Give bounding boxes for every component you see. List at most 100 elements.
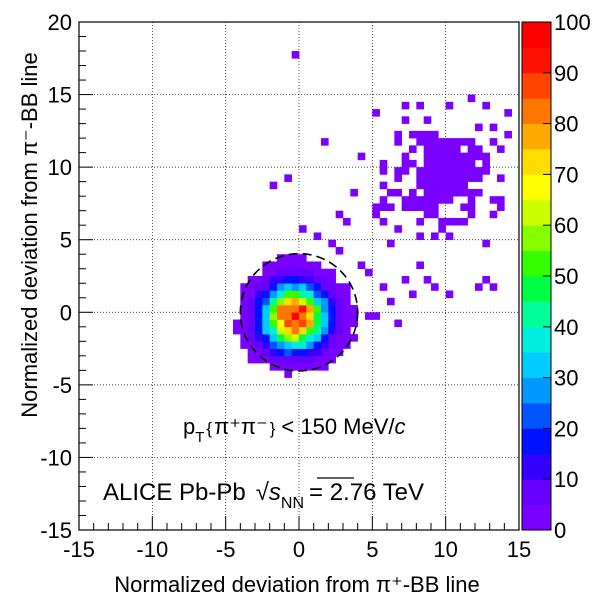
heatmap-bin <box>255 276 263 284</box>
heatmap-bin <box>409 203 417 211</box>
heatmap-bin <box>269 297 278 306</box>
heatmap-bin <box>313 348 322 357</box>
selection-cut: < 150 MeV/ <box>281 414 395 439</box>
heatmap-bin <box>379 181 388 190</box>
heatmap-bin <box>475 174 483 182</box>
heatmap-bin <box>328 341 336 349</box>
heatmap-bin <box>335 319 344 328</box>
heatmap-bin <box>431 152 439 161</box>
heatmap-bin <box>489 138 498 146</box>
heatmap-bin <box>299 254 307 262</box>
heatmap-bin <box>343 305 351 313</box>
heatmap-bin <box>489 210 498 219</box>
heatmap-bin <box>277 355 285 364</box>
heatmap-bin <box>291 261 300 270</box>
heatmap-bin <box>291 355 300 364</box>
heatmap-bin <box>255 334 263 342</box>
heatmap-bin <box>482 159 490 168</box>
heatmap-bin <box>299 268 307 277</box>
x-tick-label: 0 <box>293 537 305 562</box>
heatmap-bin <box>445 232 454 241</box>
heatmap-bin <box>291 334 300 342</box>
heatmap-bin <box>379 196 388 204</box>
heatmap-bin <box>438 174 446 182</box>
heatmap-bin <box>438 159 446 168</box>
heatmap-bin <box>438 145 446 153</box>
heatmap-bin <box>394 174 402 182</box>
heatmap-bin <box>460 167 468 175</box>
heatmap-bin <box>335 283 344 291</box>
heatmap-bin <box>438 152 446 161</box>
heatmap-bin <box>445 138 454 146</box>
color-scale-tick-label: 20 <box>554 416 578 441</box>
heatmap-bin <box>313 297 322 306</box>
heatmap-bin <box>321 283 329 291</box>
heatmap-bin <box>350 334 358 342</box>
heatmap-bin <box>394 138 402 146</box>
heatmap-bin <box>284 305 292 313</box>
heatmap-bin <box>247 312 256 320</box>
heatmap-bin <box>321 138 329 146</box>
heatmap-bin <box>299 348 307 357</box>
heatmap-bin <box>255 290 263 299</box>
heatmap-bin <box>269 341 278 349</box>
heatmap-bin <box>460 188 468 197</box>
y-tick-label: 20 <box>48 10 72 35</box>
heatmap-bin <box>247 355 256 364</box>
heatmap-bin <box>284 319 292 328</box>
heatmap-bin <box>387 203 395 211</box>
heatmap-bin <box>445 167 454 175</box>
color-scale-segment <box>522 352 551 378</box>
energy-value: = 2.76 TeV <box>309 479 424 506</box>
heatmap-bin <box>269 326 278 335</box>
x-axis-label: Normalized deviation from π⁺-BB line <box>114 572 479 597</box>
heatmap-bin <box>299 305 307 313</box>
heatmap-bin <box>489 283 498 291</box>
heatmap-bin <box>306 305 314 313</box>
heatmap-bin <box>240 334 248 342</box>
heatmap-bin <box>284 254 292 262</box>
heatmap-bin <box>453 145 461 153</box>
heatmap-bin <box>401 196 410 204</box>
color-scale-segment <box>522 174 551 201</box>
heatmap-bin <box>453 188 461 197</box>
heatmap-bin <box>247 276 256 284</box>
heatmap-bin <box>291 254 300 262</box>
heatmap-bin <box>372 210 380 219</box>
heatmap-bin <box>262 348 270 357</box>
heatmap-bin <box>453 174 461 182</box>
color-scale-segment <box>522 72 551 99</box>
heatmap-bin <box>269 261 278 270</box>
heatmap-bin <box>475 167 483 175</box>
heatmap-bin <box>262 268 270 277</box>
heatmap-bin <box>445 217 454 226</box>
heatmap-bin <box>277 297 285 306</box>
heatmap-bin <box>335 341 344 349</box>
heatmap-bin <box>431 174 439 182</box>
heatmap-bin <box>233 319 241 328</box>
heatmap-bin <box>306 268 314 277</box>
heatmap-bin <box>438 225 446 233</box>
heatmap-bin <box>387 188 395 197</box>
heatmap-bin <box>277 341 285 349</box>
heatmap-bin <box>335 326 344 335</box>
heatmap-bin <box>365 268 373 277</box>
heatmap-bin <box>269 312 278 320</box>
y-tick-label: -10 <box>40 445 72 470</box>
heatmap-bin <box>262 261 270 270</box>
heatmap-bin <box>277 319 285 328</box>
heatmap-bin <box>438 181 446 190</box>
heatmap-bin <box>379 159 388 168</box>
heatmap-bin <box>387 239 395 248</box>
heatmap-bin <box>467 159 476 168</box>
heatmap-bin <box>291 305 300 313</box>
heatmap-bin <box>467 210 476 219</box>
heatmap-bin <box>372 109 380 117</box>
heatmap-bin <box>379 217 388 226</box>
heatmap-bin <box>335 305 344 313</box>
heatmap-bin <box>277 312 285 320</box>
heatmap-bin <box>401 101 410 110</box>
color-scale-segment <box>522 301 551 328</box>
heatmap-bin <box>306 319 314 328</box>
heatmap-bin <box>475 152 483 161</box>
